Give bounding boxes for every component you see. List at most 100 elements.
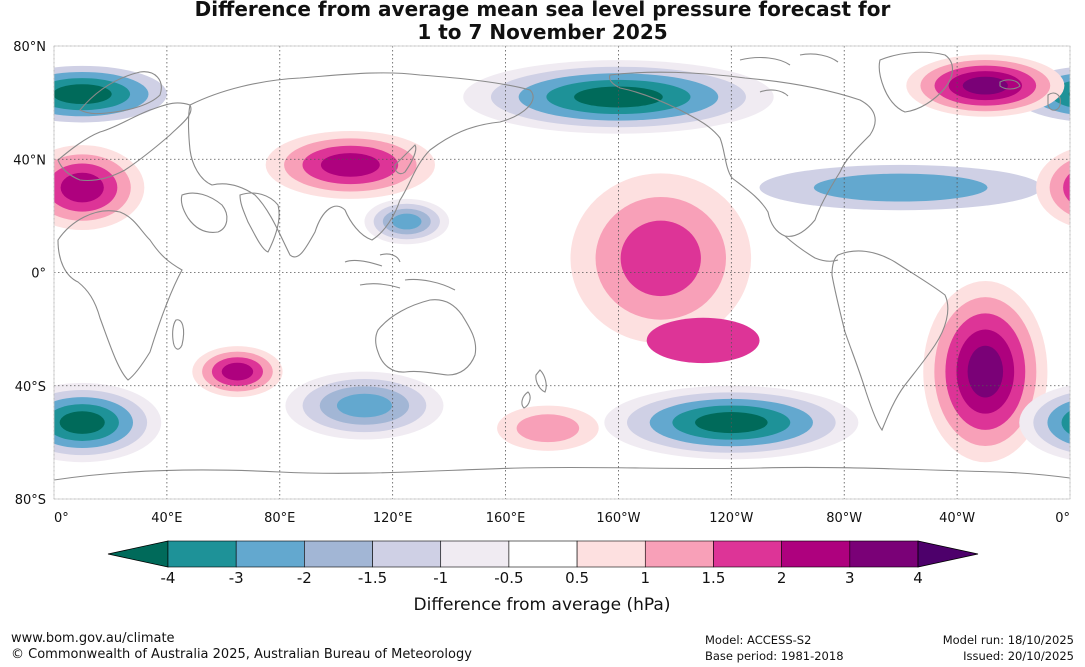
anomaly-contour (1049, 160, 1070, 215)
colorbar-tick-label: -2 (297, 569, 312, 587)
anomaly-contour (54, 84, 112, 104)
colorbar-tick-label: 2 (777, 569, 787, 587)
latitude-label: 80°N (13, 40, 46, 55)
anomaly-region (570, 173, 752, 344)
anomaly-region (54, 382, 1085, 463)
footer-copyright: © Commonwealth of Australia 2025, Austra… (11, 647, 472, 662)
coastline-europe (57, 102, 192, 182)
footer-issued: Issued: 20/10/2025 (963, 649, 1074, 663)
footer-left: www.bom.gov.au/climate © Commonwealth of… (11, 631, 472, 663)
colorbar-segment (304, 540, 373, 568)
colorbar-tick-label: 4 (913, 569, 923, 587)
longitude-label: 0° (1055, 511, 1070, 526)
colorbar-segment (781, 540, 851, 568)
coastline-north-america (608, 71, 876, 237)
anomaly-contour (574, 86, 663, 108)
anomaly-contour (967, 345, 1004, 398)
coastline-greenland (878, 51, 954, 113)
anomaly-region (497, 405, 599, 451)
anomaly-contour (320, 153, 380, 177)
footer-website: www.bom.gov.au/climate (11, 631, 175, 646)
latitude-label: 0° (31, 267, 46, 282)
colorbar-extend-low (107, 540, 169, 568)
anomaly-contour (1076, 411, 1085, 434)
colorbar-tick-label: -3 (229, 569, 244, 587)
map-frame (53, 45, 1071, 500)
colorbar-segment (713, 540, 782, 568)
longitude-label: 40°E (151, 511, 182, 526)
colorbar-tick-label: 1 (640, 569, 650, 587)
longitude-label: 160°W (596, 511, 640, 526)
map-panel (53, 45, 1085, 500)
anomaly-contours (54, 54, 1085, 463)
colorbar-segment (644, 540, 714, 568)
anomaly-contour (813, 173, 988, 202)
anomaly-region (364, 198, 450, 245)
coastline-scandinavia (79, 71, 162, 115)
colorbar-segment (440, 540, 510, 568)
anomaly-region (285, 371, 444, 440)
longitude-labels: 0° 40°E 80°E 120°E 160°E 160°W 120°W 80°W 40°W 0° (54, 511, 1070, 526)
longitude-label: 120°E (373, 511, 413, 526)
coastline-asia (187, 72, 534, 258)
map-title: Difference from average mean sea level p… (0, 0, 1085, 44)
anomaly-contour (646, 317, 760, 364)
coastline-africa (57, 210, 183, 381)
longitude-label: 120°W (709, 511, 753, 526)
coastline-australia (375, 299, 477, 376)
coastline-arabia (180, 192, 228, 233)
anomaly-contour (1063, 173, 1070, 202)
longitude-label: 80°W (826, 511, 862, 526)
anomaly-region (759, 164, 1042, 211)
colorbar-segment (576, 540, 646, 568)
coastline-madagascar (172, 319, 185, 350)
longitude-label: 0° (54, 511, 69, 526)
coastline-iceland (999, 79, 1021, 90)
footer-model-info: Model: ACCESS-S2 Base period: 1981-2018 (705, 632, 844, 664)
coastline-canadian-arctic (739, 53, 839, 97)
coastline-new-zealand (521, 369, 547, 409)
anomaly-contour (336, 393, 392, 418)
anomaly-contour (1047, 401, 1070, 444)
longitude-label: 160°E (486, 511, 526, 526)
colorbar-extend-high (917, 540, 979, 568)
anomaly-region (265, 130, 435, 199)
colorbar-tick-label: -0.5 (494, 569, 523, 587)
colorbar-segment (849, 540, 919, 568)
colorbar-tick-label: -1 (433, 569, 448, 587)
colorbar: -4 -3 -2 -1.5 -1 -0.5 0.5 1 1.5 2 3 4 (107, 540, 979, 587)
colorbar-tick-label: 3 (845, 569, 855, 587)
footer-model: Model: ACCESS-S2 (705, 633, 812, 647)
anomaly-contour (620, 220, 701, 297)
anomaly-contour (1061, 410, 1070, 435)
longitude-label: 40°W (939, 511, 975, 526)
coastline-japan (394, 144, 417, 175)
longitude-label: 80°E (264, 511, 295, 526)
coastline-central-america (784, 235, 839, 262)
anomaly-region (906, 54, 1065, 117)
anomaly-contour (60, 172, 104, 203)
colorbar-segment (235, 540, 305, 568)
coastline-antarctica (54, 466, 1070, 481)
anomaly-contour (962, 76, 1008, 95)
colorbar-segment (372, 540, 442, 568)
footer-run-info: Model run: 18/10/2025 Issued: 20/10/2025 (943, 632, 1074, 664)
anomaly-contour (1077, 173, 1085, 203)
colorbar-title: Difference from average (hPa) (414, 595, 671, 615)
anomaly-contour (1068, 91, 1070, 97)
colorbar-segment (167, 540, 237, 568)
coastline-india (239, 192, 280, 253)
anomaly-region (646, 317, 760, 364)
coastlines (54, 51, 1070, 481)
colorbar-tick-label: -1.5 (358, 569, 387, 587)
anomaly-region (923, 280, 1048, 463)
footer-model-run: Model run: 18/10/2025 (942, 633, 1074, 647)
colorbar-segment (508, 540, 578, 568)
colorbar-tick-label: 1.5 (702, 569, 726, 587)
footer-base-period: Base period: 1981-2018 (705, 649, 844, 663)
anomaly-region (192, 346, 283, 398)
anomaly-contour (221, 362, 254, 381)
anomaly-region (463, 60, 774, 134)
latitude-label: 40°S (15, 380, 46, 395)
